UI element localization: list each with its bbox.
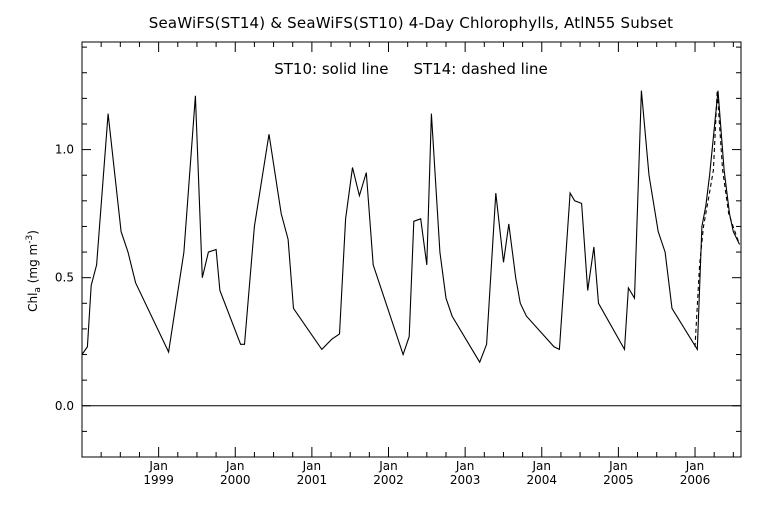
x-tick-year: 2001 <box>297 473 328 487</box>
x-tick-month: Jan <box>532 459 552 473</box>
x-tick-year: 2003 <box>450 473 481 487</box>
y-tick-label: 0.5 <box>55 271 74 285</box>
y-axis-label-subscript: a <box>33 287 43 293</box>
x-tick-month: Jan <box>378 459 398 473</box>
x-tick-year: 2004 <box>526 473 557 487</box>
x-tick-month: Jan <box>302 459 322 473</box>
y-tick-label: 0.0 <box>55 399 74 413</box>
legend-note-solid: ST10: solid line <box>274 60 388 78</box>
y-axis-label-unit-close: ) <box>26 230 40 235</box>
series-line-st10 <box>81 90 740 364</box>
series-line-st14 <box>694 90 741 347</box>
plot-border <box>81 41 742 458</box>
x-tick-year: 1999 <box>143 473 174 487</box>
y-axis-label-unit-open: (mg m <box>26 244 40 287</box>
y-tick-label: 1.0 <box>55 143 74 157</box>
x-tick-month: Jan <box>225 459 245 473</box>
y-axis: 0.0 0.5 1.0 <box>55 46 741 458</box>
series-layer <box>81 90 741 364</box>
x-tick-year: 2005 <box>603 473 634 487</box>
x-tick-month: Jan <box>608 459 628 473</box>
chart-title: SeaWiFS(ST14) & SeaWiFS(ST10) 4-Day Chlo… <box>149 14 673 32</box>
x-axis: Jan1999Jan2000Jan2001Jan2002Jan2003Jan20… <box>81 42 734 487</box>
x-tick-year: 2006 <box>680 473 711 487</box>
x-tick-month: Jan <box>685 459 705 473</box>
x-tick-year: 2002 <box>373 473 404 487</box>
y-axis-label-main: Chl <box>26 293 40 312</box>
y-axis-label-unit-exponent: -3 <box>25 235 35 244</box>
x-tick-year: 2000 <box>220 473 251 487</box>
y-axis-label: Chla (mg m-3) <box>25 230 43 312</box>
legend-note: ST10: solid line ST14: dashed line <box>274 60 548 78</box>
x-tick-month: Jan <box>148 459 168 473</box>
x-tick-month: Jan <box>455 459 475 473</box>
plot-frame <box>81 41 742 458</box>
legend-note-dashed: ST14: dashed line <box>414 60 548 78</box>
